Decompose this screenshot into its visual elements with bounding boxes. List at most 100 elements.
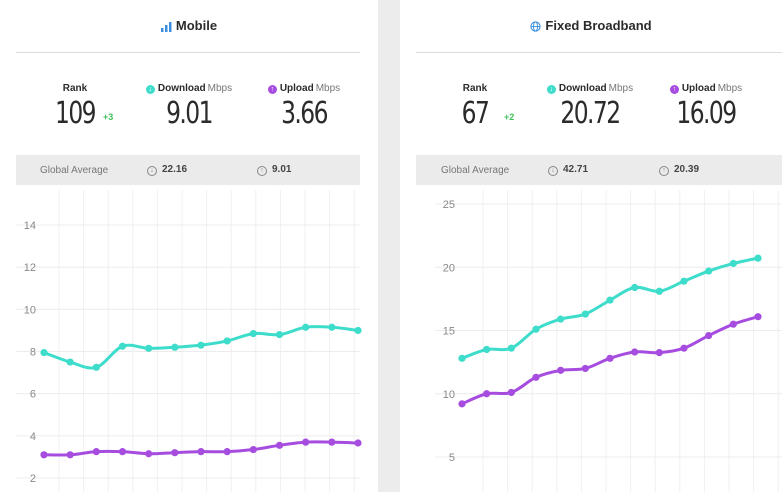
download-unit: Mbps — [608, 83, 634, 94]
global-average-label: Global Average — [441, 165, 510, 176]
upload-data-point — [557, 366, 565, 374]
download-data-point — [557, 315, 565, 323]
divider — [416, 52, 782, 53]
download-value: 9.01 — [166, 96, 213, 131]
fixed-broadband-speed-chart: 5 10 15 20 25 — [435, 190, 782, 492]
panel-title: Mobile — [0, 18, 378, 33]
global-download: ↓ 42.71 — [548, 164, 588, 176]
panel-title-text: Mobile — [175, 18, 218, 33]
upload-unit: Mbps — [315, 83, 341, 94]
rank-metric: Rank 109 — [40, 83, 110, 130]
upload-unit: Mbps — [717, 83, 743, 94]
upload-data-point — [66, 451, 74, 459]
download-ring-icon: ↓ — [548, 166, 558, 176]
download-arrow-icon: ↓ — [145, 85, 155, 94]
download-data-point — [705, 267, 713, 275]
download-data-point — [249, 329, 257, 338]
y-tick-label: 4 — [30, 431, 36, 443]
global-download: ↓ 22.16 — [147, 164, 187, 176]
panel-title: Fixed Broadband — [400, 18, 782, 33]
download-data-point — [581, 310, 589, 318]
download-ring-icon: ↓ — [147, 166, 157, 176]
download-data-point — [532, 325, 540, 333]
global-upload: ↑ 20.39 — [659, 164, 699, 176]
panel-title-text: Fixed Broadband — [545, 18, 652, 33]
global-upload-value: 20.39 — [674, 164, 700, 175]
download-unit: Mbps — [207, 83, 233, 94]
upload-arrow-icon: ↑ — [669, 85, 679, 94]
upload-data-point — [680, 344, 688, 352]
download-value: 20.72 — [560, 96, 621, 131]
upload-data-point — [275, 441, 284, 449]
upload-data-point — [197, 448, 205, 456]
download-data-point — [655, 287, 663, 295]
upload-data-point — [458, 400, 466, 408]
upload-data-point — [631, 348, 639, 356]
global-average-label: Global Average — [40, 165, 109, 176]
global-average-bar: Global Average ↓ 22.16 ↑ 9.01 — [16, 155, 360, 185]
download-label: Download — [157, 83, 206, 94]
download-data-point — [354, 326, 362, 335]
upload-data-point — [145, 450, 153, 458]
y-tick-label: 5 — [449, 452, 455, 464]
upload-data-point — [754, 313, 762, 321]
download-data-point — [328, 323, 336, 331]
upload-data-point — [118, 448, 127, 456]
download-data-point — [118, 342, 127, 350]
upload-label: Upload — [681, 83, 716, 94]
bar-chart-icon — [160, 21, 172, 32]
download-data-point — [631, 283, 639, 292]
download-data-point — [92, 363, 100, 371]
upload-data-point — [92, 448, 100, 456]
y-tick-label: 10 — [443, 389, 455, 401]
download-data-point — [66, 358, 74, 366]
upload-data-point — [532, 373, 540, 381]
upload-data-point — [354, 439, 362, 447]
upload-metric: ↑ Upload Mbps 3.66 — [251, 83, 357, 130]
mobile-panel: Mobile Rank 109 +3 ↓ Download Mbps 9.01 ↑ U… — [0, 0, 378, 492]
upload-data-point — [223, 448, 231, 456]
rank-change: +3 — [103, 112, 114, 122]
upload-data-point — [729, 320, 737, 328]
y-tick-label: 14 — [24, 220, 36, 232]
upload-data-point — [40, 451, 48, 459]
rank-label: Rank — [62, 83, 88, 94]
download-data-point — [302, 323, 310, 331]
global-download-value: 22.16 — [162, 164, 188, 175]
rank-value: 67 — [461, 96, 490, 131]
upload-data-point — [606, 354, 614, 362]
rank-metric: Rank 67 — [440, 83, 510, 130]
download-data-point — [223, 337, 231, 345]
upload-label: Upload — [279, 83, 314, 94]
globe-icon — [530, 21, 542, 32]
y-tick-label: 15 — [443, 326, 455, 338]
upload-metric: ↑ Upload Mbps 16.09 — [653, 83, 759, 130]
divider — [16, 52, 360, 53]
vertical-gridlines — [482, 190, 779, 492]
download-data-point — [145, 344, 153, 352]
download-data-point — [680, 277, 688, 285]
y-tick-label: 12 — [24, 262, 36, 274]
upload-data-point — [249, 445, 257, 454]
y-tick-label: 25 — [443, 199, 455, 211]
fixed-broadband-panel: Fixed Broadband Rank 67 +2 ↓ Download Mbps… — [400, 0, 782, 492]
upload-data-point — [302, 438, 310, 446]
rank-value: 109 — [55, 96, 97, 131]
download-label: Download — [558, 83, 607, 94]
y-tick-label: 10 — [24, 304, 36, 316]
download-data-point — [197, 341, 205, 349]
download-arrow-icon: ↓ — [546, 85, 556, 94]
download-series-line — [460, 256, 760, 360]
upload-data-point — [171, 449, 179, 457]
y-tick-label: 20 — [443, 262, 455, 274]
upload-ring-icon: ↑ — [659, 166, 669, 176]
mobile-speed-chart: 2 4 6 8 10 12 14 — [16, 190, 362, 492]
rank-change: +2 — [504, 112, 515, 122]
download-data-point — [458, 354, 466, 362]
y-tick-label: 8 — [30, 347, 36, 359]
upload-data-point — [655, 349, 663, 357]
upload-value: 3.66 — [281, 96, 328, 131]
download-metric: ↓ Download Mbps 20.72 — [535, 83, 645, 130]
rank-label: Rank — [462, 83, 488, 94]
global-average-bar: Global Average ↓ 42.71 ↑ 20.39 — [416, 155, 782, 185]
